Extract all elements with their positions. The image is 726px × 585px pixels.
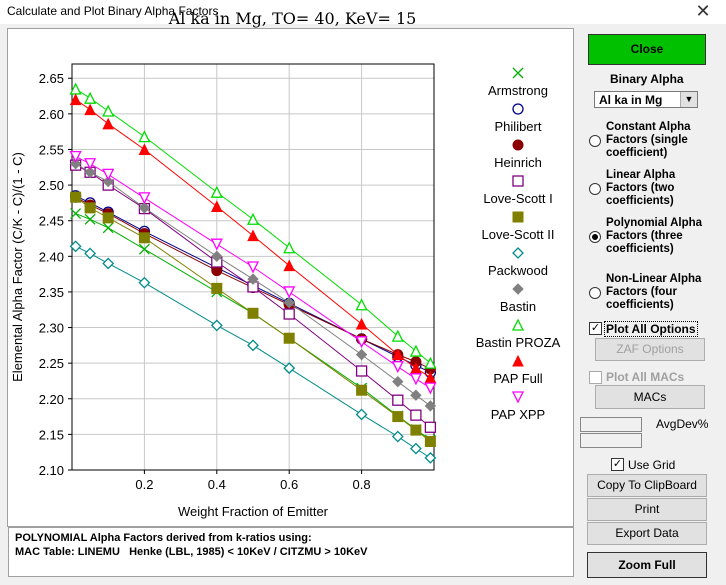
window-close-icon[interactable]: ✕ [695,1,711,21]
plot-all-options-checkbox[interactable]: ✓ [589,322,602,335]
macs-button[interactable]: MACs [595,385,705,409]
title-bar: Calculate and Plot Binary Alpha Factors … [0,0,726,24]
plot-title: Al ka in Mg, TO= 40, KeV= 15 [168,9,417,28]
radio-polynomial[interactable] [589,231,601,243]
plot-all-macs-label: Plot All MACs [606,370,685,384]
option-constant-label: Constant Alpha Factors (single coefficie… [606,121,691,159]
print-button[interactable]: Print [587,498,707,521]
export-data-button[interactable]: Export Data [587,522,707,545]
chevron-down-icon[interactable]: ▼ [680,92,697,107]
status-line-2: MAC Table: LINEMU Henke (LBL, 1985) < 10… [15,546,368,558]
radio-constant[interactable] [589,135,601,147]
binary-alpha-value: Al ka in Mg [599,93,663,107]
zoom-full-button[interactable]: Zoom Full [587,552,707,578]
plot-all-options-label: Plot All Options [604,321,698,337]
avgdev-field-1 [580,417,642,432]
avgdev-label: AvgDev% [656,417,709,431]
plot-panel [7,28,574,527]
plot-all-macs-checkbox[interactable] [589,371,602,384]
option-linear-label: Linear Alpha Factors (two coefficients) [606,169,676,207]
copy-to-clipboard-button[interactable]: Copy To ClipBoard [587,474,707,497]
avgdev-field-2 [580,433,642,448]
option-nonlinear-label: Non-Linear Alpha Factors (four coefficie… [606,273,702,311]
binary-alpha-label: Binary Alpha [610,72,684,86]
radio-linear[interactable] [589,183,601,195]
use-grid-label: Use Grid [628,458,676,472]
option-polynomial-label: Polynomial Alpha Factors (three coeffici… [606,217,703,255]
status-line-1: POLYNOMIAL Alpha Factors derived from k-… [15,532,312,544]
zaf-options-button[interactable]: ZAF Options [595,338,705,361]
window-title: Calculate and Plot Binary Alpha Factors [7,4,219,18]
close-button[interactable]: Close [588,34,706,65]
binary-alpha-select[interactable]: Al ka in Mg ▼ [594,91,698,108]
use-grid-checkbox[interactable]: ✓ [611,458,624,471]
radio-nonlinear[interactable] [589,287,601,299]
status-box: POLYNOMIAL Alpha Factors derived from k-… [8,527,574,577]
